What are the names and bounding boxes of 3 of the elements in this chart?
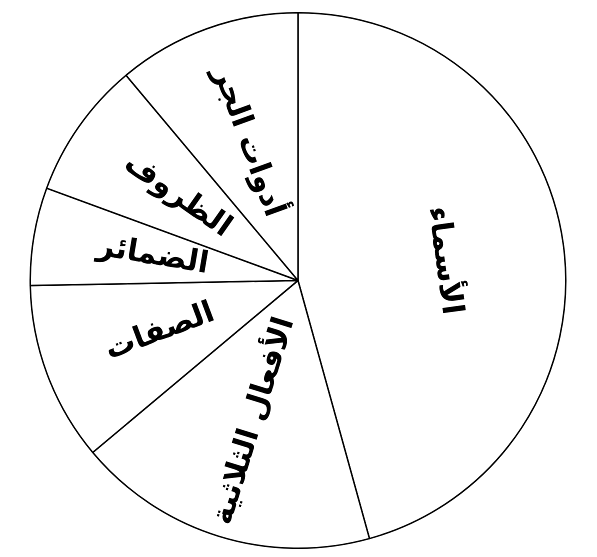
slice-label: الأسماء: [420, 204, 472, 317]
slice-label: الضمائر: [92, 228, 212, 281]
slice-label: الصفات: [100, 294, 220, 367]
